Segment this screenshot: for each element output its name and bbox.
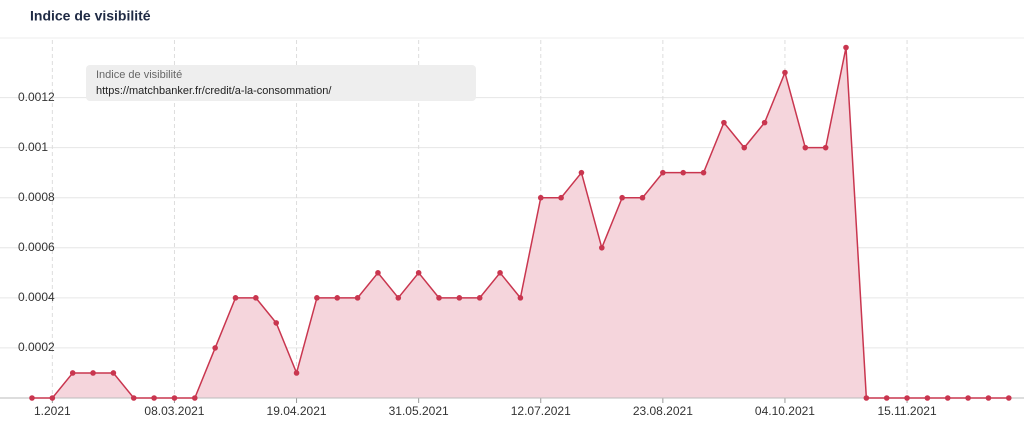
point [436,295,442,301]
panel-title: Indice de visibilité [30,8,151,24]
point [924,395,931,401]
point [232,295,239,301]
point [700,169,707,176]
point [822,144,829,151]
point [273,320,280,326]
x-tick-label: 12.07.2021 [511,404,571,418]
point [599,244,605,251]
x-tick-label: 08.03.2021 [144,404,204,418]
point [721,119,727,126]
x-tick-label: 15.11.2021 [877,404,936,418]
point [49,395,56,401]
x-tick-label: 19.04.2021 [267,404,327,418]
tooltip-url: https://matchbanker.fr/credit/a-la-conso… [96,85,332,97]
point [497,270,503,276]
point [965,395,971,401]
point [843,44,849,51]
point [985,395,992,401]
point [314,295,320,301]
point [375,270,381,276]
point [578,169,585,176]
x-tick-label: 04.10.2021 [755,404,815,418]
point [110,370,117,376]
y-tick-label: 0.0006 [18,240,55,254]
point [802,144,809,151]
point [395,295,402,301]
point [558,194,564,201]
point [334,295,341,301]
area [32,47,1009,398]
x-tick-label: 31.05.2021 [389,404,449,418]
point [680,169,686,176]
point [354,295,361,301]
point [1006,395,1012,401]
point [29,395,35,401]
point [944,395,951,401]
point [151,395,157,401]
tooltip-title: Indice de visibilité [96,69,182,81]
point [863,395,870,401]
point [456,295,463,301]
point [69,370,76,376]
y-tick-label: 0.0004 [18,290,55,304]
point [415,270,422,276]
point [293,370,300,376]
point [90,370,96,376]
y-tick-label: 0.0002 [18,340,55,354]
x-tick-label: 1.2021 [34,404,71,418]
point [639,194,646,201]
tooltip-box [86,65,476,101]
point [212,345,218,351]
x-tick-label: 23.08.2021 [633,404,693,418]
y-tick-label: 0.001 [18,140,48,154]
point [619,194,625,201]
point [761,119,768,126]
y-tick-label: 0.0008 [18,190,55,204]
point [171,395,178,401]
point [660,169,666,176]
point [517,295,524,301]
y-tick-label: 0.0012 [18,90,55,104]
point [883,395,890,401]
point [904,395,910,401]
point [741,144,748,151]
point [782,69,788,76]
point [192,395,198,401]
point [253,295,259,301]
point [476,295,483,301]
point [130,395,137,401]
point [537,194,544,201]
